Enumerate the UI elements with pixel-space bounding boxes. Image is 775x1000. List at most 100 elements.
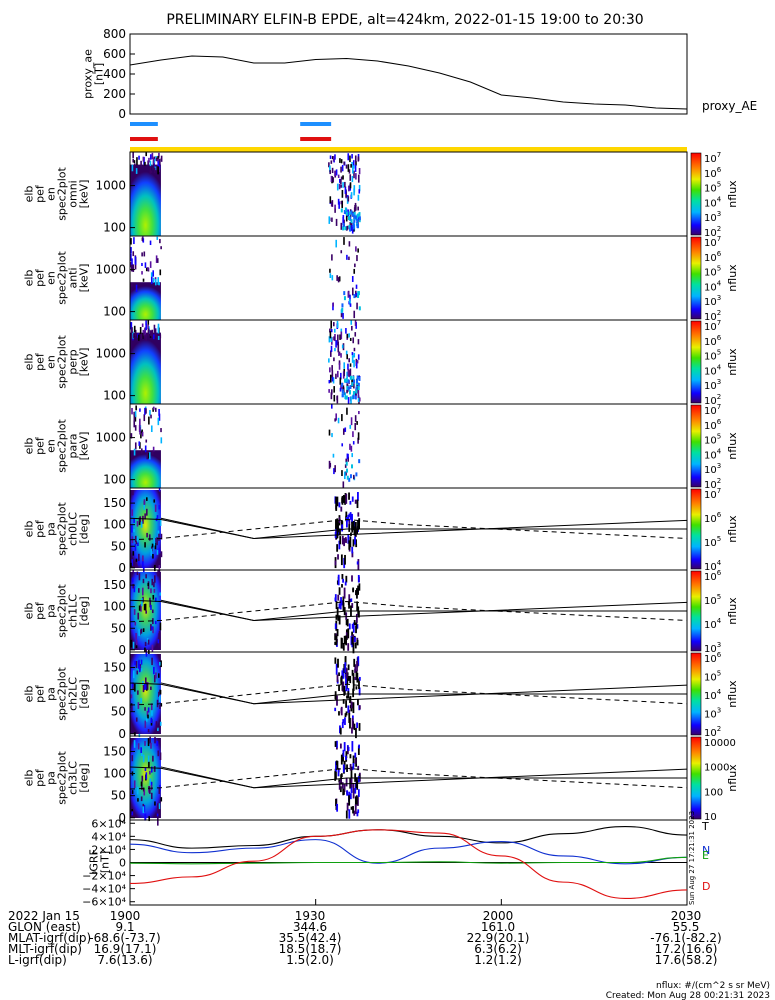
en-perp-flux-speck: [352, 391, 355, 396]
pa-ch3LC-flux-speck: [350, 776, 353, 788]
en-omni-flux-speck: [351, 227, 354, 234]
en-para-flux-speck: [131, 407, 133, 415]
en-anti-flux-speck: [141, 252, 143, 257]
en-omni-flux-speck: [159, 158, 161, 166]
en-anti-flux-speck: [159, 238, 161, 244]
en-para-flux-speck: [348, 477, 351, 482]
en-perp-flux-speck: [341, 382, 344, 387]
pa-ch2LC-colorbar-tick: 104: [704, 688, 722, 702]
en-perp-flux-speck: [329, 374, 332, 383]
pa-ch3LC-flux-speck: [152, 755, 154, 762]
pa-ch2LC-flux-speck: [138, 665, 141, 673]
pa-ch2LC-flux-speck: [353, 658, 356, 667]
pa-ch1LC-flux-speck: [345, 635, 347, 646]
pa-ch0LC-flux-speck: [354, 526, 357, 538]
pa-ch0LC-ylabel-line: [deg]: [78, 514, 91, 543]
pa-ch1LC-flux-speck: [158, 640, 160, 648]
pa-ch0LC-ytick-label: 150: [103, 496, 126, 510]
pa-ch0LC-flux-speck: [142, 515, 144, 524]
en-anti-flux-speck: [130, 253, 132, 262]
pa-ch0LC-flux-speck: [158, 488, 161, 492]
pa-ch3LC-flux-speck: [356, 777, 358, 787]
pa-ch1LC-flux-speck: [154, 575, 156, 583]
en-perp-flux-speck: [336, 396, 338, 401]
pa-ch0LC-flux-speck: [139, 516, 142, 523]
pa-ch3LC-flux-speck: [144, 740, 146, 746]
pa-ch3LC-flux-speck: [336, 803, 339, 812]
pa-ch0LC-flux-speck: [354, 499, 357, 504]
proxy-ae-ytick-label: 400: [103, 67, 126, 81]
pa-ch0LC-loss-cone-line: [129, 517, 688, 539]
en-anti-flux-speck: [132, 251, 135, 257]
en-omni-flux-speck: [354, 202, 357, 211]
en-perp-ylabel-line: spec2plot: [56, 335, 69, 389]
orbit-row-value: 1900: [110, 909, 141, 923]
orbit-table: 2022 Jan 15 1900 1930 2000 2030 GLON (east) 9.…: [8, 909, 722, 967]
en-omni-colorbar: [690, 152, 702, 236]
en-omni-flux-speck: [150, 167, 153, 173]
pa-ch1LC-flux-speck: [334, 641, 337, 645]
pa-ch1LC-ylabel-line: pa: [45, 604, 58, 618]
en-perp-flux-speck: [330, 329, 333, 333]
pa-ch0LC-flux-speck: [335, 519, 337, 529]
en-para-flux-speck: [346, 453, 349, 460]
en-anti-flux-speck: [133, 237, 135, 245]
pa-ch3LC-flux-speck: [348, 795, 351, 806]
pa-ch0LC-ylabel-line: spec2plot: [56, 502, 69, 556]
en-anti-flux-speck: [348, 241, 351, 247]
en-omni-flux-speck: [352, 160, 355, 168]
pa-ch0LC-flux-speck: [134, 535, 137, 543]
en-perp-flux-speck: [328, 379, 331, 384]
en-para-ylabel-line: spec2plot: [56, 419, 69, 473]
en-perp-flux-speck: [339, 377, 342, 385]
vertical-timestamp: Sun Aug 27 17:21:31 2023: [688, 811, 696, 905]
pa-ch3LC-flux-speck: [352, 790, 355, 799]
pa-ch1LC-flux-speck: [151, 578, 154, 586]
igrf-legend-n: N: [702, 844, 710, 857]
en-para-flux-speck: [354, 415, 357, 422]
pa-ch3LC-flux-speck: [354, 752, 357, 758]
pa-ch1LC-flux-speck: [352, 588, 355, 593]
en-perp-flux-speck: [344, 378, 347, 383]
pa-ch3LC-flux-speck: [140, 747, 142, 753]
en-omni-flux-speck: [144, 161, 146, 166]
en-omni-flux-speck: [132, 158, 135, 163]
en-para-flux-speck: [133, 411, 135, 416]
en-perp-flux-speck: [345, 350, 348, 355]
en-omni-flux-speck: [153, 156, 156, 160]
en-omni-flux-speck: [347, 209, 349, 217]
pa-ch1LC-flux-speck: [138, 573, 141, 581]
en-perp-flux-speck: [157, 335, 160, 340]
en-perp-flux-speck: [133, 325, 136, 333]
en-para-colorbar-tick: 107: [704, 403, 721, 417]
en-perp-flux-speck: [354, 332, 357, 337]
pa-ch3LC-flux-speck: [148, 761, 150, 768]
pa-ch1LC-flux-speck: [131, 577, 134, 583]
pa-ch3LC-flux-speck: [343, 784, 346, 792]
pa-ch3LC-flux-speck: [345, 810, 348, 819]
en-para-flux-speck: [345, 458, 348, 463]
pa-ch3LC-flux-speck: [335, 798, 337, 807]
pa-ch0LC-flux-speck: [352, 520, 355, 531]
en-perp-flux-speck: [352, 375, 355, 380]
pa-ch1LC-flux-speck: [338, 587, 341, 595]
orbit-row-value: 1.5(2.0): [286, 953, 334, 967]
pa-ch0LC-flux-speck: [345, 493, 348, 504]
pa-ch1LC-ytick-label: 0: [118, 643, 126, 657]
pa-ch0LC-flux-speck: [136, 521, 139, 527]
pa-ch2LC-flux-speck: [151, 657, 153, 666]
pa-ch2LC-flux-speck: [335, 663, 338, 675]
orbit-row-label: L-igrf(dip): [8, 953, 67, 967]
en-para-flux-speck: [144, 445, 147, 453]
pa-ch3LC-flux-speck: [145, 772, 148, 780]
orbit-row-value: 344.6: [293, 920, 327, 934]
pa-ch0LC-flux-speck: [153, 499, 156, 503]
en-omni-flux-speck: [342, 226, 345, 231]
en-para-flux-speck: [349, 424, 352, 429]
pa-ch1LC-flux-speck: [135, 639, 138, 646]
pa-ch3LC-flux-speck: [343, 760, 346, 764]
pa-ch2LC-flux-speck: [143, 683, 146, 691]
pa-ch0LC-flux-speck: [337, 554, 339, 560]
proxy-ae-ylabel-line: [nT]: [93, 63, 106, 85]
en-anti-flux-speck: [336, 275, 338, 281]
